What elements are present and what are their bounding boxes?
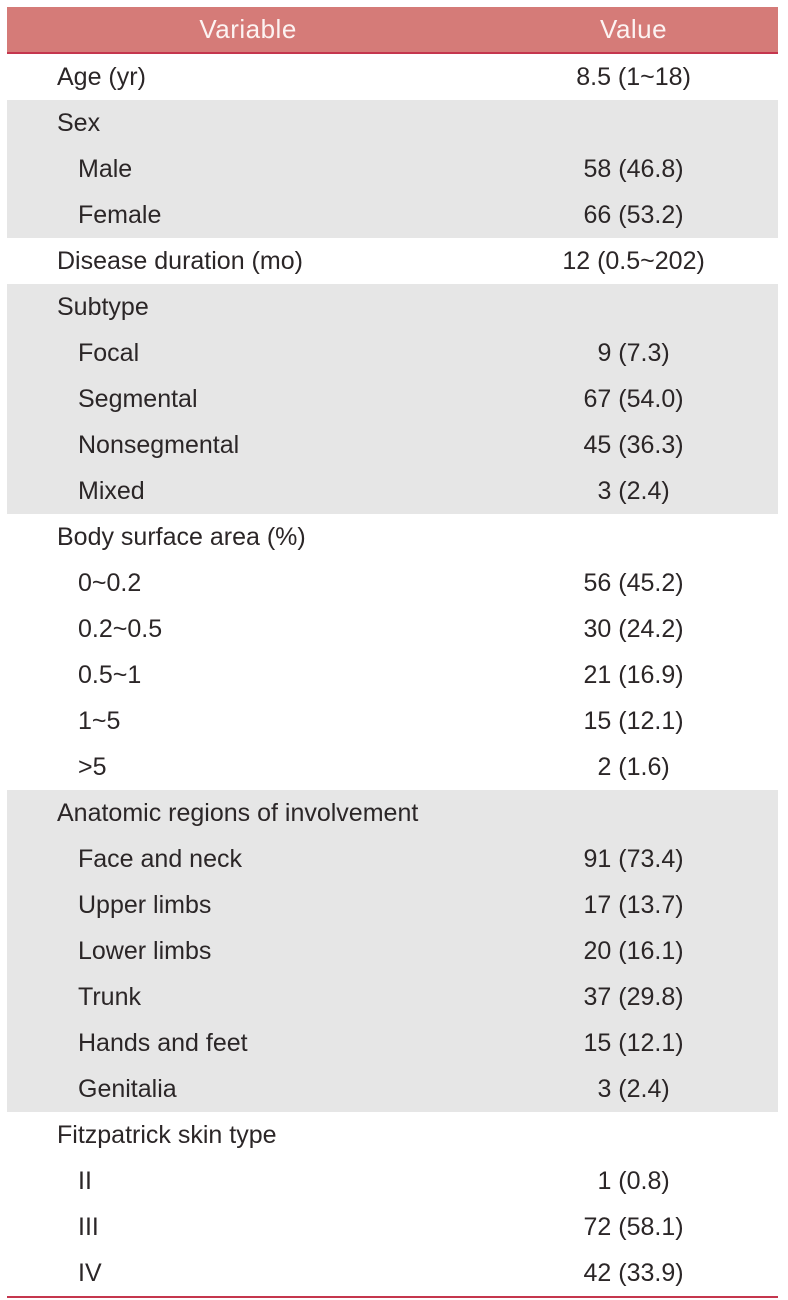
row-label: Segmental [7,376,490,422]
row-value [489,790,778,836]
row-label: III [7,1204,490,1250]
table-row: Disease duration (mo) 12 (0.5~202) [7,238,778,284]
table-row: Upper limbs 17 (13.7) [7,882,778,928]
row-label: Subtype [7,284,490,330]
table-row: Face and neck 91 (73.4) [7,836,778,882]
row-value: 45 (36.3) [489,422,778,468]
table-row: 0.5~1 21 (16.9) [7,652,778,698]
row-value: 1 (0.8) [489,1158,778,1204]
patient-characteristics-table-wrap: Variable Value Age (yr) 8.5 (1~18) Sex Male… [7,7,778,1298]
row-value: 12 (0.5~202) [489,238,778,284]
row-value [489,284,778,330]
row-value: 67 (54.0) [489,376,778,422]
table-row: Lower limbs 20 (16.1) [7,928,778,974]
row-value: 9 (7.3) [489,330,778,376]
table-row: II 1 (0.8) [7,1158,778,1204]
row-value: 21 (16.9) [489,652,778,698]
table-row: Male 58 (46.8) [7,146,778,192]
table-row: Sex [7,100,778,146]
row-label: Age (yr) [7,53,490,100]
row-label: Genitalia [7,1066,490,1112]
row-label: Fitzpatrick skin type [7,1112,490,1158]
row-value: 2 (1.6) [489,744,778,790]
row-label: Nonsegmental [7,422,490,468]
table-row: 0.2~0.5 30 (24.2) [7,606,778,652]
patient-characteristics-table: Variable Value Age (yr) 8.5 (1~18) Sex Male… [7,7,778,1298]
row-label: IV [7,1250,490,1297]
table-row: Female 66 (53.2) [7,192,778,238]
row-label: Disease duration (mo) [7,238,490,284]
table-row: Mixed 3 (2.4) [7,468,778,514]
table-row: Fitzpatrick skin type [7,1112,778,1158]
column-header-variable: Variable [7,7,490,54]
table-row: Subtype [7,284,778,330]
row-label: II [7,1158,490,1204]
table-row: 0~0.2 56 (45.2) [7,560,778,606]
row-value: 91 (73.4) [489,836,778,882]
row-value [489,1112,778,1158]
row-value: 15 (12.1) [489,1020,778,1066]
row-value: 66 (53.2) [489,192,778,238]
row-label: Female [7,192,490,238]
column-header-value: Value [489,7,778,54]
row-value: 3 (2.4) [489,1066,778,1112]
table-row: III 72 (58.1) [7,1204,778,1250]
row-value: 72 (58.1) [489,1204,778,1250]
row-value: 58 (46.8) [489,146,778,192]
row-label: Hands and feet [7,1020,490,1066]
table-row: Age (yr) 8.5 (1~18) [7,53,778,100]
row-value: 15 (12.1) [489,698,778,744]
row-label: Trunk [7,974,490,1020]
row-label: 0~0.2 [7,560,490,606]
row-value: 56 (45.2) [489,560,778,606]
row-value: 30 (24.2) [489,606,778,652]
table-row: Segmental 67 (54.0) [7,376,778,422]
row-value: 37 (29.8) [489,974,778,1020]
row-label: 0.5~1 [7,652,490,698]
row-label: Lower limbs [7,928,490,974]
row-label: 1~5 [7,698,490,744]
table-row: Nonsegmental 45 (36.3) [7,422,778,468]
table-header: Variable Value [7,7,778,54]
table-row: IV 42 (33.9) [7,1250,778,1297]
row-label: Upper limbs [7,882,490,928]
row-label: Anatomic regions of involvement [7,790,490,836]
row-label: 0.2~0.5 [7,606,490,652]
row-label: Focal [7,330,490,376]
row-value: 3 (2.4) [489,468,778,514]
table-row: 1~5 15 (12.1) [7,698,778,744]
row-label: Mixed [7,468,490,514]
row-value: 20 (16.1) [489,928,778,974]
table-row: Hands and feet 15 (12.1) [7,1020,778,1066]
row-value: 42 (33.9) [489,1250,778,1297]
table-row: Anatomic regions of involvement [7,790,778,836]
header-row: Variable Value [7,7,778,54]
row-value: 8.5 (1~18) [489,53,778,100]
row-label: Male [7,146,490,192]
row-label: Face and neck [7,836,490,882]
row-value [489,100,778,146]
row-value: 17 (13.7) [489,882,778,928]
row-value [489,514,778,560]
row-label: >5 [7,744,490,790]
row-label: Sex [7,100,490,146]
row-label: Body surface area (%) [7,514,490,560]
table-row: Body surface area (%) [7,514,778,560]
table-row: Focal 9 (7.3) [7,330,778,376]
table-row: >5 2 (1.6) [7,744,778,790]
table-body: Age (yr) 8.5 (1~18) Sex Male 58 (46.8) Female… [7,53,778,1297]
table-row: Trunk 37 (29.8) [7,974,778,1020]
table-row: Genitalia 3 (2.4) [7,1066,778,1112]
